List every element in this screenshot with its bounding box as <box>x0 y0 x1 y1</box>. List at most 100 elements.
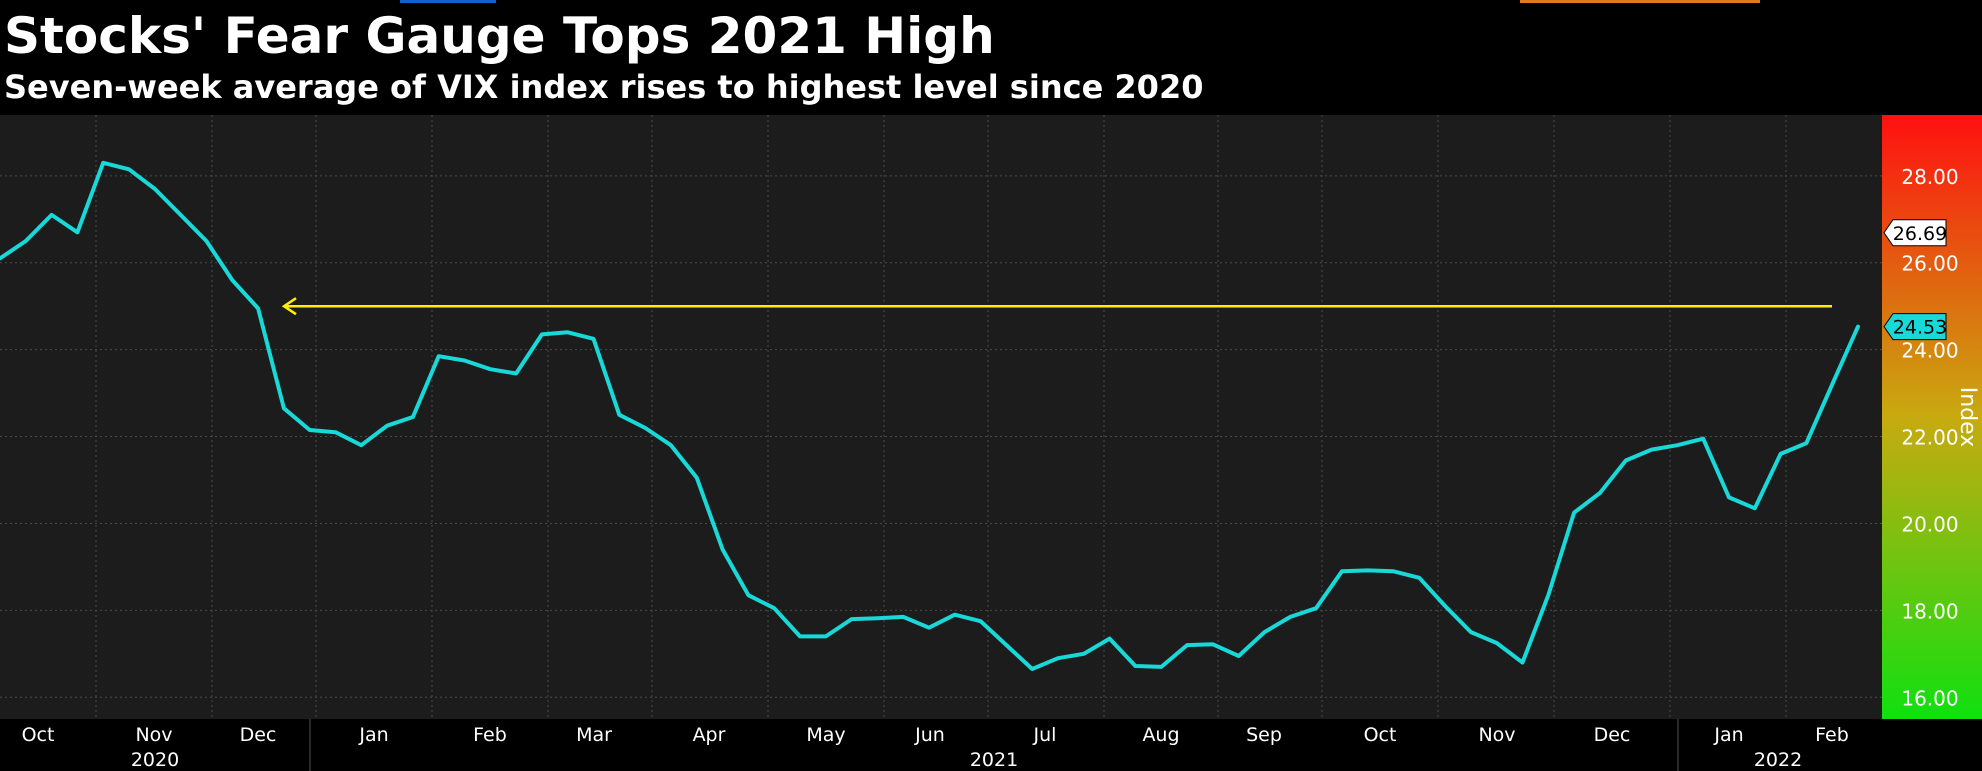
data-point <box>1109 638 1111 640</box>
y-tick-label: 18.00 <box>1901 599 1958 623</box>
reference-arrow <box>281 297 1832 316</box>
data-point <box>876 617 878 619</box>
header-accent-orange <box>1520 0 1760 3</box>
data-point <box>799 635 801 637</box>
y-tick-label: 28.00 <box>1901 165 1958 189</box>
callout-box <box>1883 313 1947 341</box>
data-point <box>515 373 517 374</box>
x-month-label: Apr <box>693 724 726 746</box>
data-point <box>1315 607 1317 609</box>
y-tick-label: 24.00 <box>1901 339 1958 363</box>
data-point <box>0 257 1 259</box>
data-point <box>1367 569 1369 571</box>
data-point <box>644 427 646 429</box>
data-point <box>593 338 594 340</box>
data-point <box>1522 662 1523 663</box>
data-point <box>1393 570 1394 572</box>
data-point <box>1676 444 1678 446</box>
data-point <box>851 618 853 620</box>
data-point <box>25 240 27 242</box>
vix-line-chart: Oct Nov Dec Jan Feb Mar Apr May Jun Jul Aug Sep Oct N… <box>0 115 1982 771</box>
data-point <box>360 444 362 446</box>
data-point <box>825 635 827 637</box>
x-month-label: Jan <box>358 724 388 746</box>
data-point <box>980 620 982 622</box>
data-point <box>696 477 698 479</box>
x-month-label: Mar <box>576 724 612 746</box>
reference-arrowhead <box>281 297 297 316</box>
x-month-label: Feb <box>473 724 507 746</box>
last-value-callout: 24.53 <box>1883 313 1947 341</box>
data-point <box>954 614 956 616</box>
x-month-label: Feb <box>1815 724 1849 746</box>
y-axis-label: Index <box>1955 387 1980 448</box>
data-point <box>1057 657 1059 659</box>
data-point <box>1754 507 1756 509</box>
data-point <box>102 162 104 164</box>
data-point <box>1831 383 1833 385</box>
chart-title: Stocks' Fear Gauge Tops 2021 High <box>4 7 995 65</box>
data-point <box>1625 460 1627 461</box>
data-point <box>309 429 311 431</box>
x-month-label: Dec <box>1594 724 1631 746</box>
x-month-label: Nov <box>135 724 172 746</box>
data-point <box>670 444 672 446</box>
callout-box <box>1883 219 1947 247</box>
callout-label: 26.69 <box>1893 223 1947 245</box>
data-point <box>618 414 620 416</box>
data-point <box>1702 438 1704 440</box>
x-month-label: Nov <box>1478 724 1515 746</box>
data-point <box>1160 666 1162 668</box>
data-point <box>1496 642 1498 644</box>
x-month-label: Oct <box>1364 724 1397 746</box>
data-point <box>773 607 775 609</box>
plot-area <box>0 115 1882 719</box>
data-point <box>1857 326 1859 328</box>
x-axis-band <box>0 719 1882 771</box>
data-point <box>1005 644 1007 646</box>
y-axis: Index 16.00 18.00 20.00 22.00 24.00 26.00 28.0… <box>1883 165 1980 710</box>
data-point <box>283 407 285 409</box>
header-accent-blue <box>400 0 496 3</box>
data-point <box>489 368 491 370</box>
chart-header: Stocks' Fear Gauge Tops 2021 High Seven-… <box>0 0 1982 115</box>
data-point <box>1134 665 1136 667</box>
data-point <box>567 331 569 333</box>
x-year-label: 2021 <box>970 749 1018 771</box>
x-month-label: Jul <box>1033 724 1057 746</box>
data-point <box>438 355 440 357</box>
data-point <box>1289 616 1291 618</box>
data-point <box>1573 512 1575 514</box>
x-month-label: May <box>806 724 845 746</box>
data-point <box>1651 449 1653 451</box>
value-callout: 26.69 <box>1883 219 1947 247</box>
x-month-label: Dec <box>240 724 277 746</box>
grid-lines <box>0 115 1882 719</box>
data-point <box>51 214 53 216</box>
x-month-label: Oct <box>22 724 55 746</box>
data-point <box>335 431 336 433</box>
chart-subtitle: Seven-week average of VIX index rises to… <box>4 68 1204 106</box>
data-point <box>128 168 130 170</box>
y-tick-label: 16.00 <box>1901 686 1958 710</box>
data-point <box>386 425 388 427</box>
y-tick-label: 22.00 <box>1901 426 1958 450</box>
data-point <box>541 333 543 335</box>
data-point <box>1341 570 1343 572</box>
data-point <box>1805 442 1807 444</box>
data-point <box>257 307 259 309</box>
data-point <box>1418 577 1420 579</box>
data-point <box>231 279 233 281</box>
x-month-label: Jun <box>914 724 945 746</box>
data-point <box>1083 653 1085 655</box>
data-point <box>1599 492 1601 494</box>
data-point <box>154 188 156 190</box>
data-point <box>180 214 182 216</box>
y-tick-label: 20.00 <box>1901 512 1958 536</box>
data-point <box>76 231 78 233</box>
x-month-label: Sep <box>1246 724 1282 746</box>
data-point <box>1264 631 1265 633</box>
series-layer <box>0 160 1860 671</box>
x-axis: Oct Nov Dec Jan Feb Mar Apr May Jun Jul Aug Sep Oct N… <box>0 719 1882 771</box>
color-scale-bar <box>1882 115 1982 719</box>
